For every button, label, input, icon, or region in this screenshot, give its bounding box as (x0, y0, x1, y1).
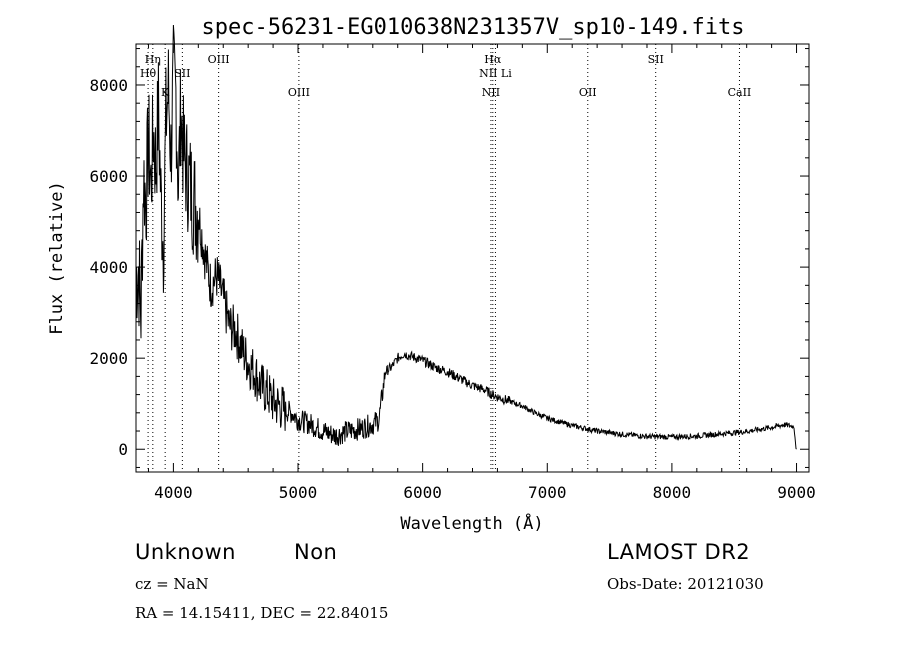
y-tick-label: 6000 (89, 167, 128, 186)
line-marker-label: NII (482, 86, 500, 99)
subclass-label: Non (294, 540, 338, 564)
line-marker-label: Hα (484, 53, 502, 66)
x-tick-label: 4000 (154, 483, 193, 502)
plot-frame (135, 43, 810, 473)
y-tick-label: 0 (118, 440, 128, 459)
spectrum-chart: spec-56231-EG010638N231357V_sp10-149.fit… (47, 15, 816, 534)
spectrum-line (135, 24, 797, 450)
y-tick-label: 8000 (89, 76, 128, 95)
x-tick-label: 9000 (777, 483, 816, 502)
x-tick-label: 6000 (403, 483, 442, 502)
axis-ticks: 4000 5000 6000 7000 8000 9000 0 2000 4000 6000 800… (89, 44, 816, 502)
line-marker-label: Hθ (140, 67, 157, 80)
line-marker-label: Hη (145, 53, 161, 66)
survey-label: LAMOST DR2 (607, 540, 751, 564)
line-marker-label: CaII (728, 86, 752, 99)
class-label: Unknown (135, 540, 236, 564)
coordinates-label: RA = 14.15411, DEC = 22.84015 (135, 604, 389, 622)
x-tick-label: 7000 (528, 483, 567, 502)
line-marker-label: OII (579, 86, 597, 99)
y-axis-label: Flux (relative) (47, 181, 67, 335)
line-marker-label: OIII (288, 86, 310, 99)
x-tick-label: 5000 (279, 483, 318, 502)
y-tick-label: 4000 (89, 258, 128, 277)
line-marker-label: OIII (208, 53, 230, 66)
obs-date-label: Obs-Date: 20121030 (607, 575, 764, 593)
redshift-label: cz = NaN (135, 575, 209, 593)
line-marker-label: SII (648, 53, 664, 66)
chart-title: spec-56231-EG010638N231357V_sp10-149.fit… (201, 15, 744, 40)
y-tick-label: 2000 (89, 349, 128, 368)
x-tick-label: 8000 (653, 483, 692, 502)
line-marker-label: NII Li (479, 67, 512, 80)
x-axis-label: Wavelength (Å) (400, 512, 543, 534)
line-marker-label: SII (174, 67, 190, 80)
